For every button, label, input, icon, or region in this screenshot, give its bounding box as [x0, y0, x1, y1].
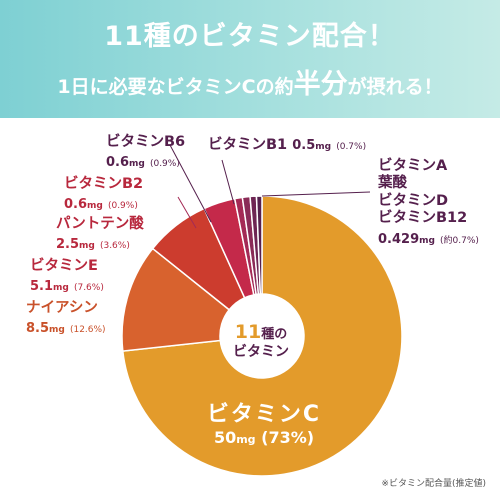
- label-vitamin-e-unit: mg: [53, 283, 69, 294]
- label-vitamin-e-value: 5.1: [30, 279, 54, 295]
- label-pantothenic-acid-unit: mg: [79, 241, 95, 252]
- label-minor-vitamins-name-3: ビタミンD: [378, 192, 449, 209]
- label-niacin-name: ナイアシン: [26, 300, 98, 316]
- label-minor-vitamins-name-1: ビタミンA: [378, 158, 448, 174]
- label-pantothenic-acid-value: 2.5: [56, 237, 80, 253]
- headline-main: 11種のビタミン配合！: [104, 21, 396, 52]
- label-vitamin-b6-name: ビタミンB6: [106, 134, 186, 150]
- header-banner: 11種のビタミン配合！ 1日に必要なビタミンCの約半分が摂れる！: [0, 0, 500, 118]
- donut-center-label: 11種の ビタミン: [196, 321, 326, 361]
- vitamin-c-value-line: 50mg (73%): [164, 428, 364, 447]
- label-vitamin-b1: ビタミンB1 0.5mg (0.7%): [208, 134, 366, 154]
- label-vitamin-b2: ビタミンB2 0.6mg (0.9%): [64, 176, 143, 213]
- label-niacin-unit: mg: [49, 325, 65, 336]
- center-count-suffix: 種: [261, 327, 275, 342]
- center-count: 11: [234, 321, 262, 343]
- label-vitamin-b2-name: ビタミンB2: [64, 176, 144, 192]
- label-vitamin-b2-pct: (0.9%): [107, 201, 138, 212]
- label-vitamin-b2-unit: mg: [87, 201, 103, 212]
- leader-line-b6: [169, 144, 212, 223]
- footnote: ※ビタミン配合量(推定値): [381, 479, 486, 489]
- vitamin-c-value: 50: [213, 428, 237, 447]
- donut-hole: [220, 294, 304, 378]
- vitamin-c-pct: (73%): [261, 428, 315, 447]
- label-minor-vitamins-value: 0.429: [378, 231, 420, 247]
- label-minor-vitamins-name-4: ビタミンB12: [378, 210, 468, 227]
- label-vitamin-b2-value: 0.6: [64, 197, 88, 213]
- label-vitamin-b6-value: 0.6: [106, 155, 130, 171]
- label-vitamin-b1-pct: (0.7%): [336, 142, 367, 152]
- label-pantothenic-acid: パントテン酸 2.5mg (3.6%): [56, 216, 144, 253]
- label-minor-vitamins-name-2: 葉酸: [378, 175, 407, 192]
- label-vitamin-e-pct: (7.6%): [73, 283, 104, 294]
- headline-sub-pre: 1日に必要なビタミンCの約: [57, 76, 294, 98]
- label-niacin-value: 8.5: [26, 321, 50, 337]
- label-minor-vitamins-unit: mg: [419, 235, 435, 246]
- vitamin-c-unit: mg: [236, 433, 256, 446]
- headline-sub: 1日に必要なビタミンCの約半分が摂れる！: [0, 62, 500, 101]
- label-vitamin-b6-unit: mg: [129, 159, 145, 170]
- leader-line-minor: [261, 191, 371, 197]
- label-vitamin-e: ビタミンE 5.1mg (7.6%): [30, 258, 104, 295]
- label-vitamin-e-name: ビタミンE: [30, 258, 98, 274]
- label-minor-vitamins-pct: (約0.7%): [440, 235, 479, 246]
- label-niacin: ナイアシン 8.5mg (12.6%): [26, 300, 106, 337]
- headline-sub-emphasis: 半分: [293, 69, 348, 100]
- headline-sub-post: が摂れる！: [347, 76, 443, 98]
- label-niacin-pct: (12.6%): [69, 325, 106, 336]
- label-vitamin-b6: ビタミンB6 0.6mg (0.9%): [106, 134, 185, 171]
- vitamin-c-name: ビタミンC: [206, 402, 322, 427]
- label-vitamin-b1-unit: mg: [315, 142, 332, 152]
- center-line-2: ビタミン: [233, 344, 289, 360]
- label-pantothenic-acid-pct: (3.6%): [99, 241, 130, 252]
- label-vitamin-b1-value: 0.5: [292, 138, 316, 153]
- label-minor-vitamins: ビタミンA 葉酸 ビタミンD ビタミンB12 0.429mg (約0.7%): [378, 158, 479, 247]
- label-vitamin-b1-name: ビタミンB1: [208, 137, 288, 153]
- center-particle: の: [274, 327, 288, 342]
- leader-line-b2: [177, 196, 197, 229]
- leader-line-b1: [221, 159, 235, 205]
- label-vitamin-b6-pct: (0.9%): [149, 159, 180, 170]
- label-pantothenic-acid-name: パントテン酸: [56, 216, 144, 232]
